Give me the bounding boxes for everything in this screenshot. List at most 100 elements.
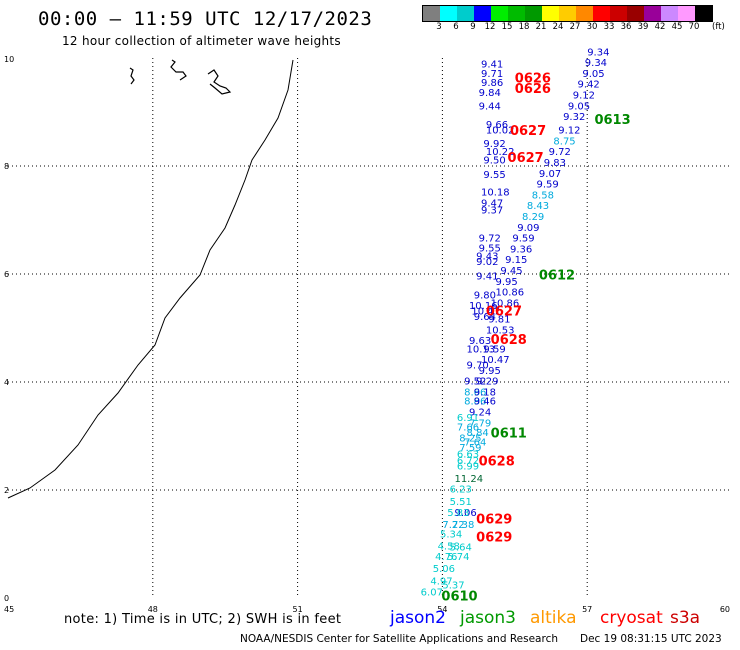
wave-height-value: 8.29 <box>522 212 544 223</box>
wave-height-value: 5.83 <box>447 508 469 519</box>
legend-tick-label: 24 <box>552 22 564 32</box>
wave-height-value: 9.83 <box>544 158 566 169</box>
footer-timestamp: Dec 19 08:31:15 UTC 2023 <box>580 633 722 645</box>
pass-label: 0612 <box>539 268 575 283</box>
pass-label: 0626 <box>515 71 551 86</box>
page-subtitle: 12 hour collection of altimeter wave hei… <box>62 34 341 48</box>
wave-height-value: 10.22 <box>486 147 515 158</box>
wave-height-value: 9.92 <box>483 139 505 150</box>
wave-height-value: 9.70 <box>467 361 489 372</box>
page-title: 00:00 – 11:59 UTC 12/17/2023 <box>38 8 373 30</box>
wave-height-value: 10.13 <box>467 344 496 355</box>
wave-height-value: 5.37 <box>442 580 464 591</box>
wave-height-value: 5.06 <box>433 564 455 575</box>
observations-layer: 9.349.34 9.41 9.05 9.719.86 9.42 9.84 9.12 9.44… <box>421 47 610 598</box>
wave-height-value: 9.07 <box>539 169 561 180</box>
legend-unit: (ft) <box>712 22 725 32</box>
wave-height-value: 9.95 <box>495 277 517 288</box>
color-legend-bar <box>422 5 713 22</box>
wave-height-value: 10.86 <box>495 288 524 299</box>
x-tick-label: 45 <box>4 605 14 614</box>
wave-height-value: 9.37 <box>481 206 503 217</box>
legend-swatch <box>474 6 491 21</box>
pass-label: 0611 <box>491 427 527 442</box>
wave-height-value: 9.80 <box>474 290 496 301</box>
pass-label: 0628 <box>491 333 527 348</box>
wave-height-value: 9.45 <box>500 266 522 277</box>
wave-height-value: 8.84 <box>467 428 489 439</box>
satellite-legend-jason3: jason3 <box>460 608 516 628</box>
wave-height-value: 7.79 <box>469 418 491 429</box>
wave-height-value: 9.29 <box>476 377 498 388</box>
wave-height-value: 4.58 <box>438 541 460 552</box>
wave-height-value: 10.47 <box>471 307 500 318</box>
legend-tick-label: 9 <box>470 22 476 32</box>
y-tick-label: 6 <box>4 270 9 279</box>
x-tick-label: 60 <box>720 605 730 614</box>
wave-height-value: 8.25 <box>459 433 481 444</box>
wave-height-value: 5.64 <box>450 542 472 553</box>
legend-tick-label: 6 <box>453 22 459 32</box>
legend-tick-label: 21 <box>535 22 547 32</box>
wave-height-value: 9.84 <box>479 88 501 99</box>
y-tick-label: 4 <box>4 378 9 387</box>
wave-height-value: 9.43 <box>476 251 498 262</box>
wave-height-value: 9.12 <box>558 126 580 137</box>
wave-height-value: 7.22 <box>442 520 464 531</box>
wave-height-value: 9.15 <box>505 255 527 266</box>
wave-height-value: 4.76 <box>435 552 457 563</box>
wave-height-value: 9.59 <box>512 234 534 245</box>
pass-label: 0629 <box>476 512 512 527</box>
wave-height-value: 9.95 <box>479 366 501 377</box>
coastline <box>7 59 294 499</box>
legend-tick-label: 42 <box>654 22 666 32</box>
wave-height-value: 6.72 <box>457 456 479 467</box>
wave-height-value: 9.47 <box>481 199 503 210</box>
wave-height-value: 6.91 <box>457 413 479 424</box>
wave-height-value: 9.09 <box>517 223 539 234</box>
x-tick-label: 54 <box>437 605 447 614</box>
island-2 <box>170 59 187 81</box>
wave-height-value: 10.16 <box>469 301 498 312</box>
pass-label: 0627 <box>510 124 546 139</box>
wave-height-value: 5.51 <box>450 497 472 508</box>
wave-height-value: 7.66 <box>457 423 479 434</box>
pass-label: 0627 <box>486 305 522 320</box>
wave-height-value: 7.64 <box>464 438 486 449</box>
wave-height-value: 9.41 <box>481 60 503 71</box>
wave-height-value: 9.72 <box>479 234 501 245</box>
footer-note: note: 1) Time is in UTC; 2) SWH is in fe… <box>64 612 342 627</box>
y-tick-label: 0 <box>4 594 9 603</box>
wave-height-value: 7.59 <box>459 443 481 454</box>
wave-height-value: 9.46 <box>474 397 496 408</box>
legend-tick-label: 18 <box>518 22 530 32</box>
wave-height-value: 9.32 <box>563 112 585 123</box>
wave-height-value: 9.05 <box>568 101 590 112</box>
wave-height-value: 9.24 <box>469 407 491 418</box>
wave-height-value: 10.47 <box>481 355 510 366</box>
wave-height-value: 11.24 <box>454 474 483 485</box>
satellite-legend-altika: altika <box>530 608 577 628</box>
wave-height-value: 9.41 <box>476 271 498 282</box>
legend-tick-label: 33 <box>603 22 615 32</box>
wave-height-value: 9.59 <box>537 180 559 191</box>
wave-height-value: 8.58 <box>532 190 554 201</box>
wave-height-value: 9.81 <box>488 315 510 326</box>
satellite-legend-s3a: s3a <box>670 608 701 628</box>
wave-height-value: 9.55 <box>479 243 501 254</box>
pass-label: 0613 <box>594 113 630 128</box>
wave-height-value: 10.18 <box>481 188 510 199</box>
wave-height-value: 10.86 <box>491 298 520 309</box>
legend-swatch <box>695 6 712 21</box>
y-tick-label: 8 <box>4 162 9 171</box>
wave-height-value: 6.99 <box>457 461 479 472</box>
legend-tick-label: 30 <box>586 22 598 32</box>
legend-swatch <box>644 6 661 21</box>
wave-height-value: 9.06 <box>454 508 476 519</box>
legend-swatch <box>610 6 627 21</box>
pass-label: 0610 <box>441 590 477 605</box>
legend-swatch <box>525 6 542 21</box>
x-tick-label: 51 <box>293 605 303 614</box>
